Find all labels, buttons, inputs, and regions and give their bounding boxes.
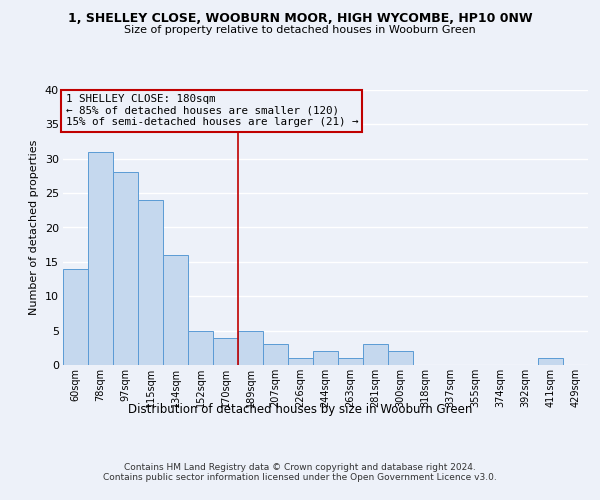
Bar (538, 358, 563, 365)
Bar (313, 351, 338, 365)
Bar (388, 351, 413, 365)
Bar (138, 200, 163, 365)
Y-axis label: Number of detached properties: Number of detached properties (29, 140, 39, 315)
Bar (338, 358, 363, 365)
Bar (288, 358, 313, 365)
Text: Distribution of detached houses by size in Wooburn Green: Distribution of detached houses by size … (128, 402, 472, 415)
Bar (163, 255, 188, 365)
Text: Contains public sector information licensed under the Open Government Licence v3: Contains public sector information licen… (103, 472, 497, 482)
Bar (363, 344, 388, 365)
Bar (263, 344, 288, 365)
Bar (63, 268, 88, 365)
Text: 1, SHELLEY CLOSE, WOOBURN MOOR, HIGH WYCOMBE, HP10 0NW: 1, SHELLEY CLOSE, WOOBURN MOOR, HIGH WYC… (68, 12, 532, 26)
Bar (88, 152, 113, 365)
Text: Size of property relative to detached houses in Wooburn Green: Size of property relative to detached ho… (124, 25, 476, 35)
Bar (113, 172, 138, 365)
Bar (213, 338, 238, 365)
Bar (188, 330, 213, 365)
Text: Contains HM Land Registry data © Crown copyright and database right 2024.: Contains HM Land Registry data © Crown c… (124, 462, 476, 471)
Bar (238, 330, 263, 365)
Text: 1 SHELLEY CLOSE: 180sqm
← 85% of detached houses are smaller (120)
15% of semi-d: 1 SHELLEY CLOSE: 180sqm ← 85% of detache… (65, 94, 358, 128)
